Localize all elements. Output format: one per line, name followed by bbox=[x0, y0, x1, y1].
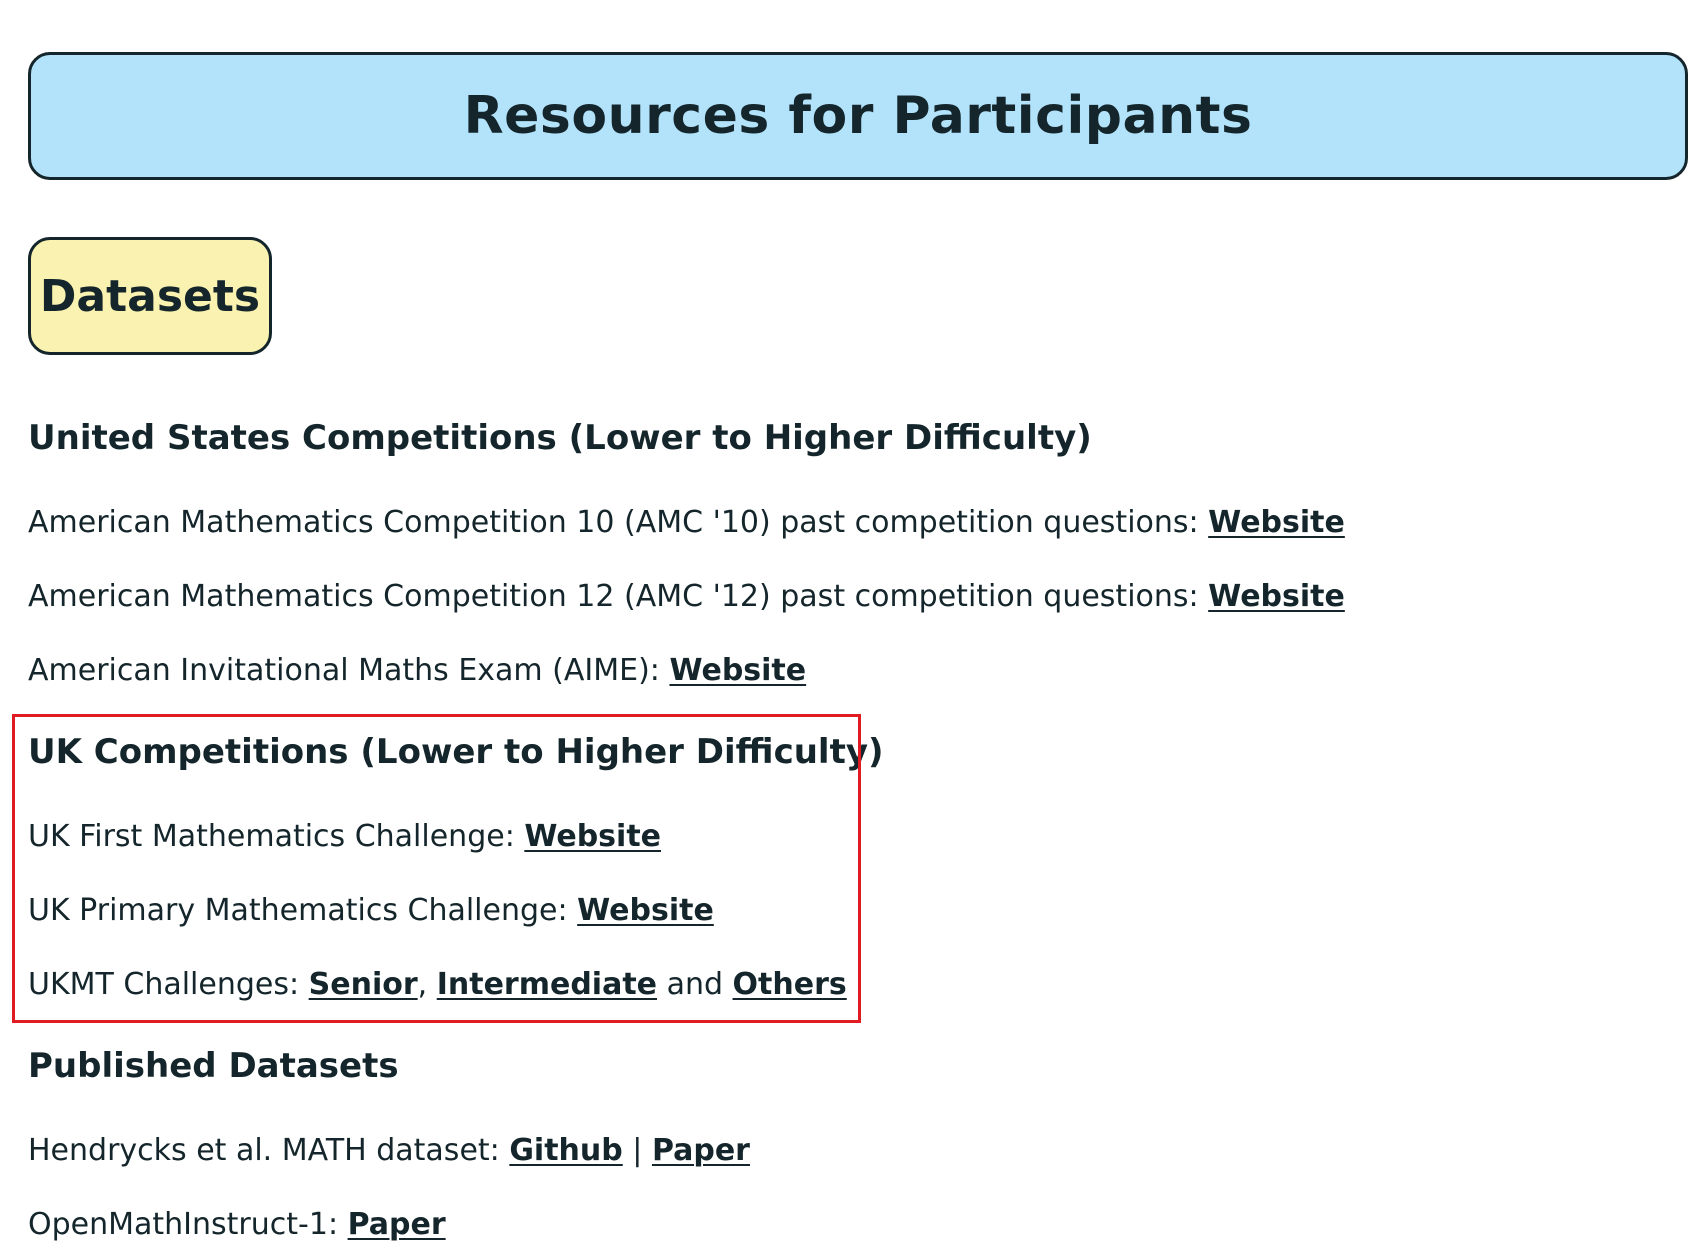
uk-first-website-link[interactable]: Website bbox=[524, 819, 662, 854]
ukmt-others-link[interactable]: Others bbox=[732, 967, 847, 1002]
amc10-website-link[interactable]: Website bbox=[1208, 505, 1345, 540]
hendrycks-item: Hendrycks et al. MATH dataset: Github | … bbox=[28, 1133, 750, 1168]
hendrycks-paper-link[interactable]: Paper bbox=[651, 1133, 750, 1168]
amc10-item: American Mathematics Competition 10 (AMC… bbox=[28, 505, 1345, 540]
ukmt-intermediate-link[interactable]: Intermediate bbox=[436, 967, 658, 1002]
page-title: Resources for Participants bbox=[463, 86, 1253, 146]
amc12-website-link[interactable]: Website bbox=[1208, 579, 1345, 614]
aime-item: American Invitational Maths Exam (AIME):… bbox=[28, 653, 806, 688]
hendrycks-github-link[interactable]: Github bbox=[509, 1133, 623, 1168]
amc12-label: American Mathematics Competition 12 (AMC… bbox=[28, 579, 1209, 614]
uk-primary-item: UK Primary Mathematics Challenge: Websit… bbox=[28, 893, 714, 928]
openmath-item: OpenMathInstruct-1: Paper bbox=[28, 1207, 446, 1242]
amc12-item: American Mathematics Competition 12 (AMC… bbox=[28, 579, 1345, 614]
openmath-label: OpenMathInstruct-1: bbox=[28, 1207, 348, 1242]
aime-label: American Invitational Maths Exam (AIME): bbox=[28, 653, 670, 688]
ukmt-senior-link[interactable]: Senior bbox=[308, 967, 418, 1002]
openmath-paper-link[interactable]: Paper bbox=[347, 1207, 446, 1242]
amc10-label: American Mathematics Competition 10 (AMC… bbox=[28, 505, 1209, 540]
link-separator: | bbox=[622, 1133, 652, 1168]
uk-primary-website-link[interactable]: Website bbox=[577, 893, 714, 928]
uk-competitions-heading: UK Competitions (Lower to Higher Difficu… bbox=[28, 732, 884, 772]
ukmt-label: UKMT Challenges: bbox=[28, 967, 309, 1002]
uk-primary-label: UK Primary Mathematics Challenge: bbox=[28, 893, 578, 928]
ukmt-separator: , bbox=[417, 967, 437, 1002]
published-datasets-heading: Published Datasets bbox=[28, 1046, 399, 1086]
uk-first-item: UK First Mathematics Challenge: Website bbox=[28, 819, 661, 854]
us-competitions-heading: United States Competitions (Lower to Hig… bbox=[28, 418, 1092, 458]
hendrycks-label: Hendrycks et al. MATH dataset: bbox=[28, 1133, 510, 1168]
aime-website-link[interactable]: Website bbox=[669, 653, 807, 688]
page-title-banner: Resources for Participants bbox=[28, 52, 1688, 180]
datasets-section-pill: Datasets bbox=[28, 237, 272, 355]
uk-first-label: UK First Mathematics Challenge: bbox=[28, 819, 525, 854]
ukmt-separator: and bbox=[657, 967, 733, 1002]
datasets-section-label: Datasets bbox=[39, 270, 261, 322]
ukmt-item: UKMT Challenges: Senior, Intermediate an… bbox=[28, 967, 847, 1002]
